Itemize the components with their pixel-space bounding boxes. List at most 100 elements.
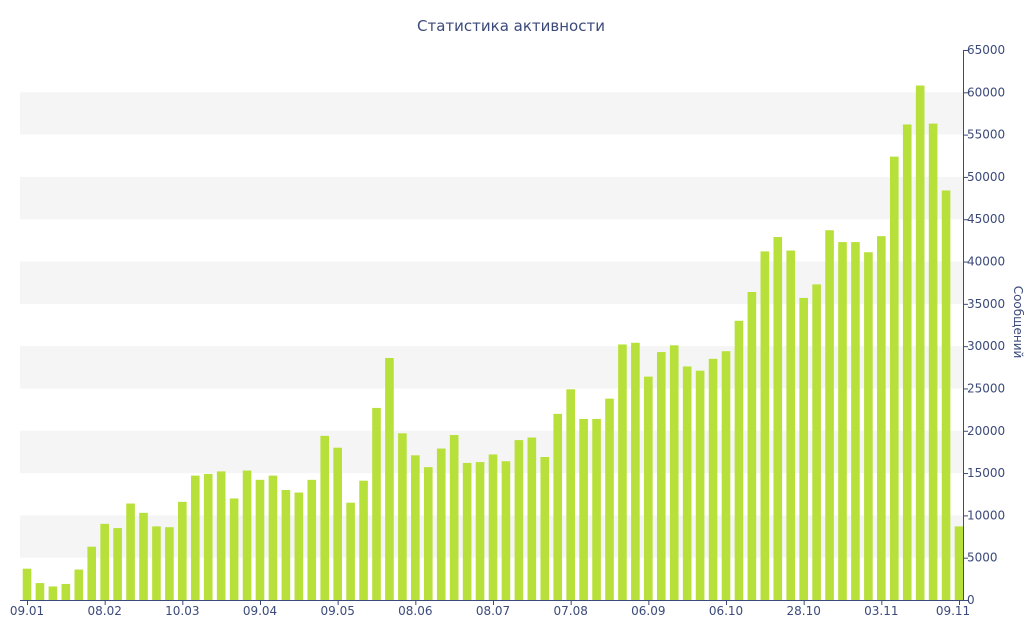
- y-tick-label: 55000: [967, 128, 1005, 142]
- y-tick-label: 25000: [967, 381, 1005, 395]
- bar: [61, 583, 71, 600]
- bar: [488, 454, 498, 600]
- bar: [579, 418, 588, 600]
- x-tick-label: 09.11: [936, 604, 970, 618]
- bar: [229, 498, 239, 600]
- x-tick-label: 09.05: [320, 604, 354, 618]
- bar: [74, 569, 84, 600]
- y-tick-label: 40000: [967, 255, 1005, 269]
- x-tick-label: 09.01: [10, 604, 44, 618]
- bar: [22, 568, 32, 600]
- bar: [190, 475, 200, 600]
- bar: [203, 473, 213, 600]
- y-tick-label: 60000: [967, 85, 1005, 99]
- bar: [851, 242, 860, 601]
- x-tick-label: 08.02: [87, 604, 121, 618]
- bars-group: [22, 85, 964, 601]
- bar: [838, 242, 847, 601]
- bar: [553, 413, 563, 600]
- bar: [864, 252, 873, 600]
- grid-band: [20, 261, 963, 304]
- bar: [268, 475, 278, 600]
- y-tick-label: 65000: [967, 43, 1005, 57]
- bar: [165, 527, 174, 600]
- bar: [747, 292, 757, 600]
- chart-title: Статистика активности: [417, 17, 605, 35]
- bar: [760, 251, 770, 600]
- x-tick-label: 06.10: [709, 604, 743, 618]
- bar: [281, 490, 291, 600]
- bar: [527, 437, 537, 600]
- bar: [501, 461, 511, 600]
- axes-group: 0 5000 10000 15000 20000 25000 30000 35000 40000…: [10, 43, 1005, 618]
- x-tick-label: 03.11: [864, 604, 898, 618]
- bar: [411, 455, 420, 600]
- bar: [799, 297, 808, 600]
- bar: [307, 479, 317, 600]
- y-tick-label: 50000: [967, 170, 1005, 184]
- y-tick-label: 0: [967, 593, 975, 607]
- bar: [695, 370, 705, 600]
- bar: [812, 284, 821, 600]
- bar: [449, 435, 459, 600]
- bar: [592, 418, 601, 600]
- bar: [255, 479, 265, 600]
- x-tick-label: 08.07: [476, 604, 510, 618]
- bar: [514, 440, 524, 600]
- x-tick-label: 10.03: [165, 604, 199, 618]
- x-tick-label: 07.08: [553, 604, 587, 618]
- bar: [618, 344, 627, 600]
- y-tick-label: 30000: [967, 339, 1005, 353]
- y-tick-label: 45000: [967, 212, 1005, 226]
- bar: [566, 389, 575, 600]
- bar: [915, 85, 925, 601]
- bar: [48, 586, 58, 600]
- y-tick-label: 15000: [967, 466, 1005, 480]
- x-tick-label: 06.09: [631, 604, 665, 618]
- y-tick-label: 10000: [967, 508, 1005, 522]
- bar: [475, 462, 485, 600]
- bar: [320, 435, 330, 600]
- y-tick-label: 5000: [967, 551, 998, 565]
- bar: [877, 236, 886, 600]
- y-axis-title: Сообщений: [1011, 286, 1024, 359]
- bar: [385, 358, 394, 600]
- bar: [669, 345, 679, 600]
- grid-band: [20, 346, 963, 389]
- bar: [902, 124, 912, 600]
- bar: [294, 492, 304, 600]
- bar: [825, 230, 834, 600]
- y-tick-label: 20000: [967, 424, 1005, 438]
- bar: [359, 480, 368, 600]
- bar: [372, 407, 381, 600]
- bar: [889, 156, 899, 600]
- bar: [941, 190, 951, 600]
- bar: [126, 503, 135, 600]
- x-tick-label: 09.04: [243, 604, 277, 618]
- bar: [178, 501, 187, 600]
- bar: [928, 123, 938, 600]
- bar: [423, 467, 433, 600]
- bar: [786, 250, 796, 601]
- bar: [346, 502, 355, 600]
- x-tick-label: 08.06: [398, 604, 432, 618]
- bar: [773, 237, 783, 600]
- bar: [398, 433, 407, 600]
- bar: [462, 462, 472, 600]
- bar: [656, 352, 666, 600]
- bar: [954, 526, 964, 600]
- bar: [152, 526, 161, 600]
- bar: [87, 546, 97, 600]
- y-tick-label: 35000: [967, 297, 1005, 311]
- bar: [682, 366, 692, 600]
- grid-band: [20, 92, 963, 135]
- bar: [100, 523, 109, 600]
- bar: [605, 398, 614, 600]
- bar: [540, 457, 550, 600]
- bar: [721, 351, 731, 600]
- bar: [436, 448, 446, 600]
- bar: [139, 512, 148, 600]
- bar: [216, 471, 226, 600]
- bar: [35, 583, 45, 600]
